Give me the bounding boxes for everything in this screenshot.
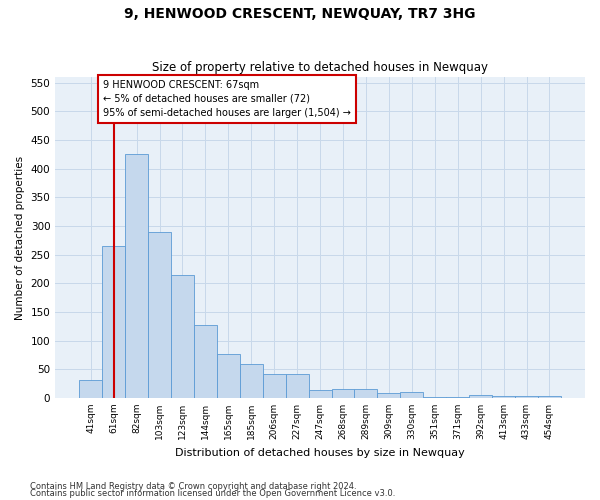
Bar — [538, 396, 561, 398]
Text: 9, HENWOOD CRESCENT, NEWQUAY, TR7 3HG: 9, HENWOOD CRESCENT, NEWQUAY, TR7 3HG — [124, 8, 476, 22]
Bar — [217, 354, 240, 398]
Bar — [148, 232, 171, 398]
Bar — [469, 395, 492, 398]
Text: Contains HM Land Registry data © Crown copyright and database right 2024.: Contains HM Land Registry data © Crown c… — [30, 482, 356, 491]
Bar — [400, 392, 423, 398]
Bar — [515, 396, 538, 398]
Bar — [240, 364, 263, 398]
Bar — [377, 394, 400, 398]
Bar — [423, 397, 446, 398]
Bar — [355, 390, 377, 398]
Bar — [286, 374, 308, 398]
Bar — [308, 390, 332, 398]
Bar — [263, 374, 286, 398]
Bar — [332, 389, 355, 398]
Text: 9 HENWOOD CRESCENT: 67sqm
← 5% of detached houses are smaller (72)
95% of semi-d: 9 HENWOOD CRESCENT: 67sqm ← 5% of detach… — [103, 80, 351, 118]
Y-axis label: Number of detached properties: Number of detached properties — [15, 156, 25, 320]
Bar — [125, 154, 148, 398]
Bar — [79, 380, 102, 398]
Bar — [446, 397, 469, 398]
Bar — [171, 274, 194, 398]
Title: Size of property relative to detached houses in Newquay: Size of property relative to detached ho… — [152, 62, 488, 74]
Bar — [194, 324, 217, 398]
Text: Contains public sector information licensed under the Open Government Licence v3: Contains public sector information licen… — [30, 489, 395, 498]
Bar — [102, 246, 125, 398]
Bar — [492, 396, 515, 398]
X-axis label: Distribution of detached houses by size in Newquay: Distribution of detached houses by size … — [175, 448, 465, 458]
